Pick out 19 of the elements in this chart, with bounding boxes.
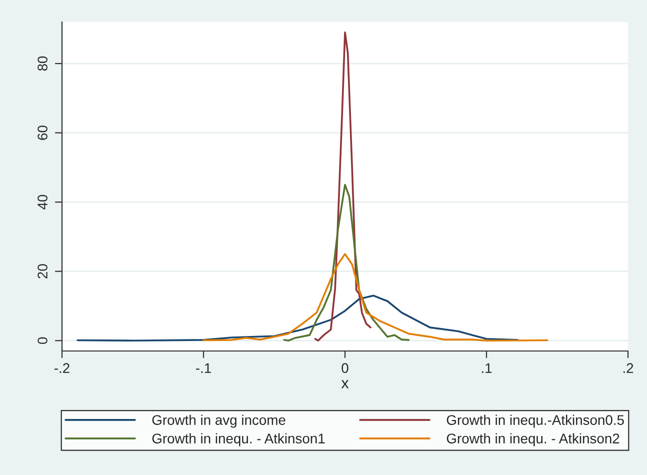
line-series [314, 31, 372, 342]
y-tick-label: 60 [38, 126, 48, 140]
x-tick-label: -.2 [54, 363, 70, 373]
x-tick-label: -.1 [196, 363, 211, 373]
x-tick-label: .2 [623, 363, 634, 373]
x-axis-title: x [341, 380, 349, 388]
y-tick-label: 40 [38, 194, 48, 210]
y-tick-label: 20 [38, 264, 48, 278]
x-tick-label: 0 [342, 363, 348, 374]
line-series [202, 253, 548, 342]
legend-label: Growth in avg income [152, 414, 286, 428]
x-tick-label: .1 [482, 363, 492, 373]
y-tick-label: 0 [38, 337, 48, 344]
legend-label: Growth in inequ.-Atkinson0.5 [446, 414, 624, 428]
legend-label: Growth in inequ. - Atkinson1 [152, 433, 325, 446]
y-tick-label: 80 [38, 56, 48, 71]
legend-label: Growth in inequ. - Atkinson2 [446, 433, 620, 446]
line-series [76, 294, 519, 342]
line-series [283, 184, 410, 342]
